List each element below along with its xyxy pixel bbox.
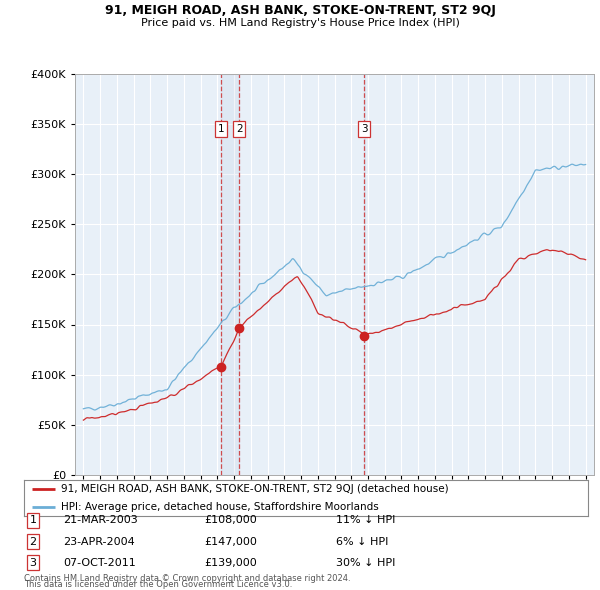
- Text: Price paid vs. HM Land Registry's House Price Index (HPI): Price paid vs. HM Land Registry's House …: [140, 18, 460, 28]
- Text: £139,000: £139,000: [204, 558, 257, 568]
- Text: HPI: Average price, detached house, Staffordshire Moorlands: HPI: Average price, detached house, Staf…: [61, 502, 379, 512]
- Text: 11% ↓ HPI: 11% ↓ HPI: [336, 516, 395, 525]
- Text: 6% ↓ HPI: 6% ↓ HPI: [336, 537, 388, 546]
- Text: 3: 3: [29, 558, 37, 568]
- Text: £147,000: £147,000: [204, 537, 257, 546]
- Text: 3: 3: [361, 124, 367, 134]
- Text: Contains HM Land Registry data © Crown copyright and database right 2024.: Contains HM Land Registry data © Crown c…: [24, 574, 350, 583]
- Text: 1: 1: [218, 124, 224, 134]
- Text: 23-APR-2004: 23-APR-2004: [63, 537, 135, 546]
- Text: 2: 2: [29, 537, 37, 546]
- Text: 21-MAR-2003: 21-MAR-2003: [63, 516, 138, 525]
- Text: 1: 1: [29, 516, 37, 525]
- Bar: [364, 74, 365, 475]
- Text: £108,000: £108,000: [204, 516, 257, 525]
- Text: 91, MEIGH ROAD, ASH BANK, STOKE-ON-TRENT, ST2 9QJ (detached house): 91, MEIGH ROAD, ASH BANK, STOKE-ON-TRENT…: [61, 484, 448, 494]
- Text: 30% ↓ HPI: 30% ↓ HPI: [336, 558, 395, 568]
- Text: 2: 2: [236, 124, 242, 134]
- Text: 07-OCT-2011: 07-OCT-2011: [63, 558, 136, 568]
- Text: 91, MEIGH ROAD, ASH BANK, STOKE-ON-TRENT, ST2 9QJ: 91, MEIGH ROAD, ASH BANK, STOKE-ON-TRENT…: [104, 4, 496, 17]
- Bar: [221, 74, 239, 475]
- Text: This data is licensed under the Open Government Licence v3.0.: This data is licensed under the Open Gov…: [24, 581, 292, 589]
